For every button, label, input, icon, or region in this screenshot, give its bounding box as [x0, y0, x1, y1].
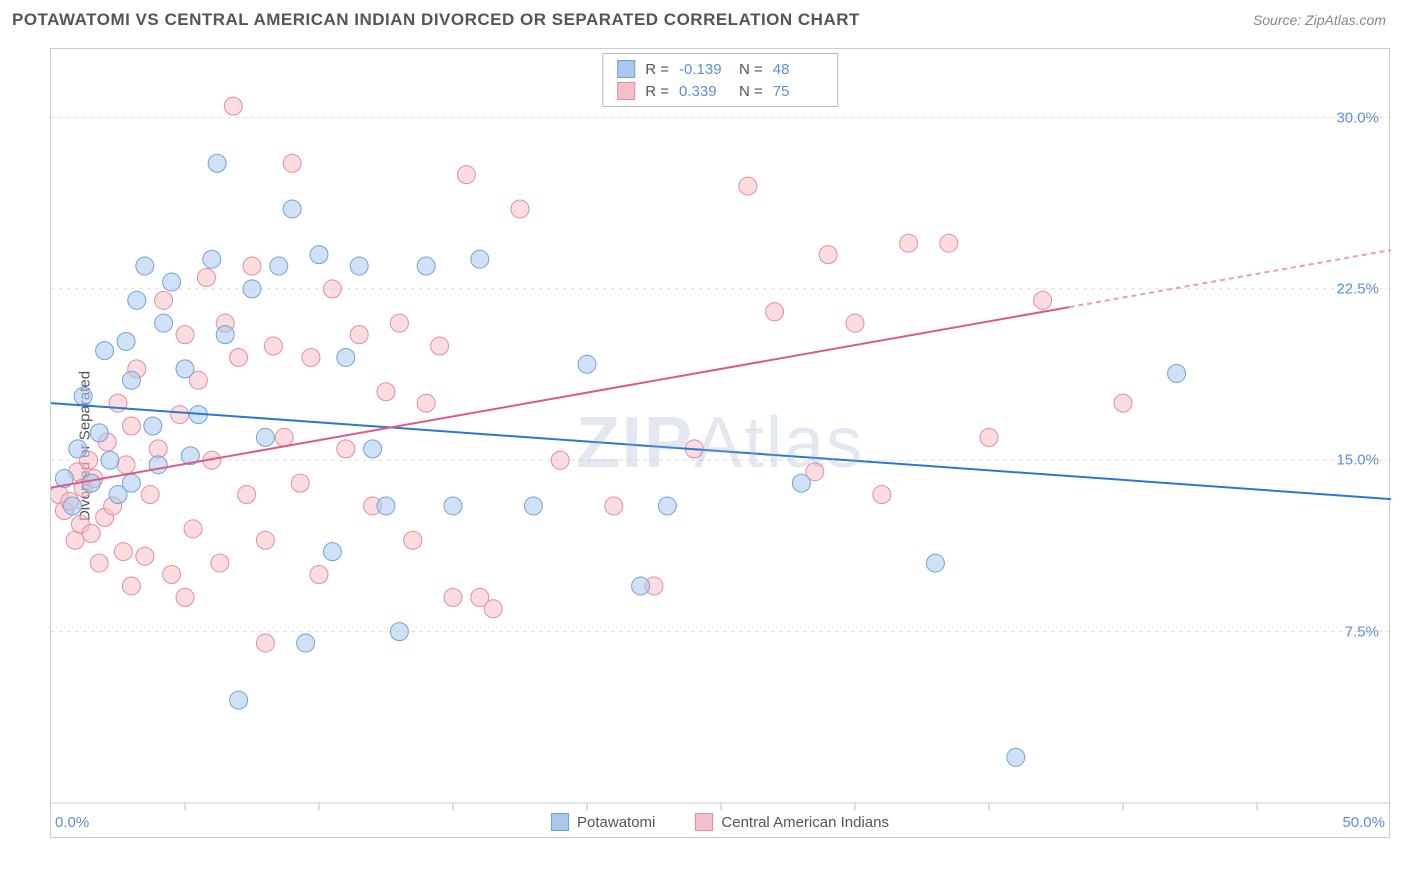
source-credit: Source: ZipAtlas.com: [1253, 12, 1386, 28]
swatch-bottom-1: [551, 813, 569, 831]
swatch-series-1: [617, 60, 635, 78]
legend-label-1: Potawatomi: [577, 814, 655, 831]
legend-label-2: Central American Indians: [721, 814, 889, 831]
bottom-legend: 0.0% Potawatomi Central American Indians…: [51, 813, 1389, 831]
stats-legend-box: R = -0.139 N = 48 R = 0.339 N = 75: [602, 53, 838, 107]
stats-row-series-2: R = 0.339 N = 75: [617, 80, 823, 102]
y-tick-label: 22.5%: [1336, 280, 1379, 297]
stats-row-series-1: R = -0.139 N = 48: [617, 58, 823, 80]
x-max-label: 50.0%: [1342, 814, 1385, 831]
chart-title: POTAWATOMI VS CENTRAL AMERICAN INDIAN DI…: [12, 10, 860, 30]
y-tick-label: 15.0%: [1336, 452, 1379, 469]
chart-container: ZIPAtlas R = -0.139 N = 48 R = 0.339 N =…: [50, 48, 1390, 838]
scatter-plot: [51, 49, 1391, 839]
swatch-series-2: [617, 82, 635, 100]
legend-item-1: Potawatomi: [551, 813, 655, 831]
y-tick-label: 7.5%: [1345, 623, 1379, 640]
swatch-bottom-2: [695, 813, 713, 831]
legend-item-2: Central American Indians: [695, 813, 889, 831]
x-min-label: 0.0%: [55, 814, 89, 831]
y-tick-label: 30.0%: [1336, 109, 1379, 126]
